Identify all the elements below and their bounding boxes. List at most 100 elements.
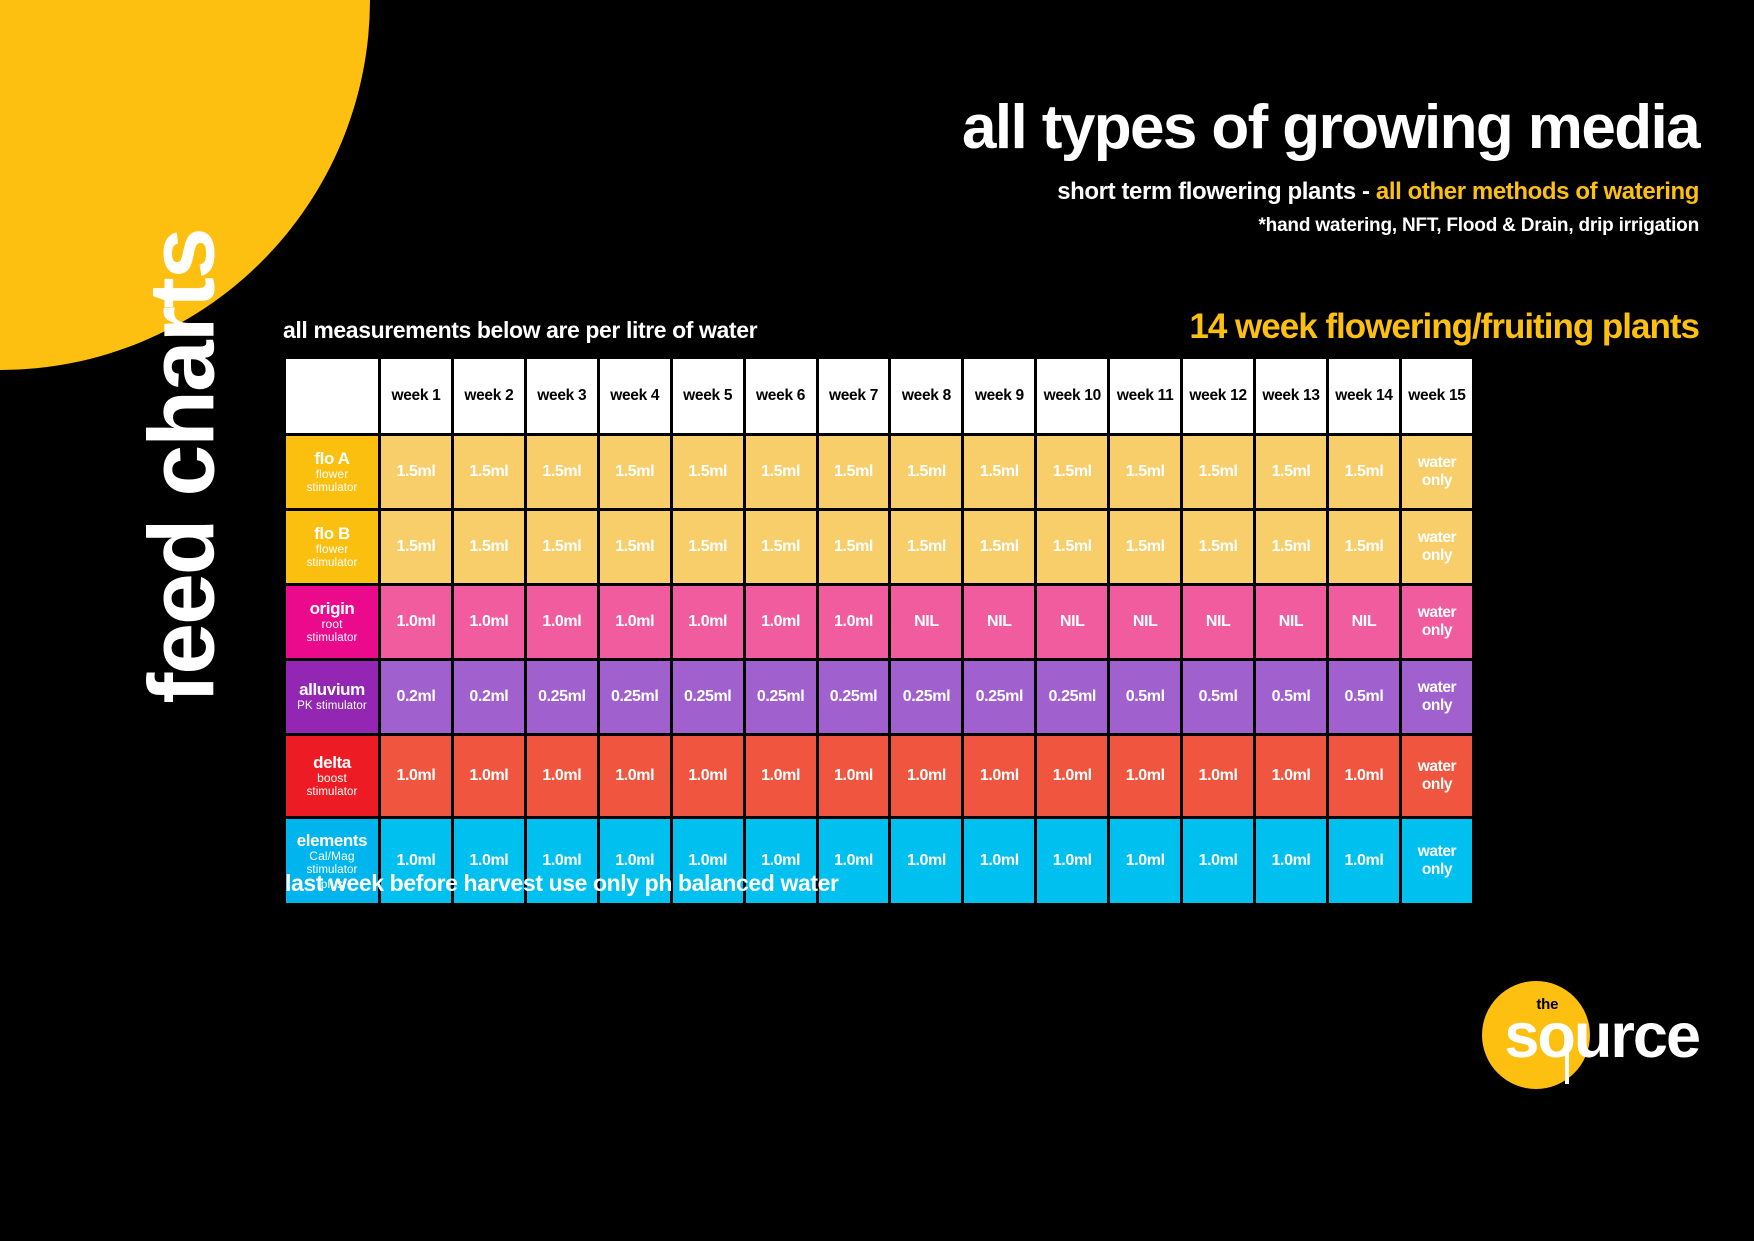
cell-flo-b-week-1: 1.5ml (381, 511, 451, 583)
row-label-sub2: stimulator (306, 786, 358, 799)
row-label-name: alluvium (299, 680, 365, 700)
feed-schedule-table: week 1 week 2 week 3 week 4 week 5 week 6 week… (283, 356, 1475, 906)
cell-flo-a-week-5: 1.5ml (672, 436, 743, 508)
cell-elements-week-12: 1.0ml (1183, 819, 1254, 903)
column-header-week-3: week 3 (526, 359, 597, 433)
cell-flo-a-week-1: 1.5ml (381, 436, 451, 508)
cell-alluvium-week-6: 0.25ml (745, 661, 816, 733)
logo-the-text: the (1536, 996, 1559, 1013)
cell-flo-b-week-14: 1.5ml (1328, 511, 1399, 583)
cell-flo-b-week-11: 1.5ml (1110, 511, 1181, 583)
cell-origin-week-4: 1.0ml (599, 586, 670, 658)
feed-table-wrapper: week 1 week 2 week 3 week 4 week 5 week 6 week… (283, 356, 1475, 906)
table-row: alluvium PK stimulator 0.2ml 0.2ml 0.25ml 0.2… (286, 661, 1472, 733)
table-row: delta boost stimulator 1.0ml 1.0ml 1.0ml 1.0ml… (286, 736, 1472, 816)
row-label-sub1: flower (315, 542, 349, 557)
row-label-sub1: flower (315, 467, 349, 482)
row-label-delta: delta boost stimulator (286, 736, 378, 816)
table-header-corner (286, 359, 378, 433)
cell-origin-week-5: 1.0ml (672, 586, 743, 658)
cell-origin-week-3: 1.0ml (526, 586, 597, 658)
cell-origin-week-8: NIL (891, 586, 962, 658)
row-label-alluvium: alluvium PK stimulator (286, 661, 378, 733)
cell-flo-b-week-9: 1.5ml (964, 511, 1035, 583)
cell-flo-b-week-5: 1.5ml (672, 511, 743, 583)
page-vertical-title: feed charts (129, 229, 234, 704)
cell-origin-week-10: NIL (1037, 586, 1108, 658)
cell-delta-week-9: 1.0ml (964, 736, 1035, 816)
row-label-sub1: boost (317, 771, 347, 786)
cell-elements-week-15: water only (1401, 819, 1472, 903)
cell-delta-week-13: 1.0ml (1256, 736, 1326, 816)
row-label-sub1: root (321, 617, 343, 632)
cell-delta-week-15: water only (1401, 736, 1472, 816)
cell-origin-week-1: 1.0ml (381, 586, 451, 658)
column-header-week-12: week 12 (1183, 359, 1254, 433)
cell-flo-a-week-12: 1.5ml (1183, 436, 1254, 508)
cell-origin-week-6: 1.0ml (745, 586, 816, 658)
cell-elements-week-8: 1.0ml (891, 819, 962, 903)
cell-alluvium-week-2: 0.2ml (453, 661, 524, 733)
cell-elements-week-5: 1.0ml (672, 819, 743, 903)
header-subtitle-accent: all other methods of watering (1375, 178, 1700, 206)
logo-tail-mark (1565, 1036, 1570, 1084)
column-header-week-1: week 1 (381, 359, 451, 433)
cell-delta-week-1: 1.0ml (381, 736, 451, 816)
column-header-week-14: week 14 (1328, 359, 1399, 433)
cell-origin-week-13: NIL (1256, 586, 1326, 658)
cell-flo-a-week-14: 1.5ml (1328, 436, 1399, 508)
cell-alluvium-week-14: 0.5ml (1328, 661, 1399, 733)
column-header-week-7: week 7 (818, 359, 889, 433)
cell-elements-week-14: 1.0ml (1328, 819, 1399, 903)
row-label-sub2: stimulator (306, 557, 358, 570)
brand-logo: the source (1482, 981, 1701, 1091)
column-header-week-11: week 11 (1110, 359, 1181, 433)
cell-flo-b-week-10: 1.5ml (1037, 511, 1108, 583)
cell-origin-week-9: NIL (964, 586, 1035, 658)
cell-origin-week-14: NIL (1328, 586, 1399, 658)
header-subtitle-white: short term flowering plants - (1057, 178, 1376, 206)
row-label-sub1: Cal/Mag (309, 849, 355, 864)
cell-delta-week-3: 1.0ml (526, 736, 597, 816)
cell-elements-week-10: 1.0ml (1037, 819, 1108, 903)
cell-elements-week-13: 1.0ml (1256, 819, 1326, 903)
logo-wordmark: source (1504, 1001, 1701, 1071)
cell-flo-b-week-2: 1.5ml (453, 511, 524, 583)
cell-flo-a-week-3: 1.5ml (526, 436, 597, 508)
row-label-name: flo A (314, 448, 350, 468)
cell-alluvium-week-11: 0.5ml (1110, 661, 1181, 733)
column-header-week-2: week 2 (453, 359, 524, 433)
cell-flo-a-week-4: 1.5ml (599, 436, 670, 508)
header-block: all types of growing media short term fl… (599, 95, 1701, 237)
cell-flo-b-week-13: 1.5ml (1256, 511, 1326, 583)
cell-alluvium-week-4: 0.25ml (599, 661, 670, 733)
cell-alluvium-week-9: 0.25ml (964, 661, 1035, 733)
column-header-week-9: week 9 (964, 359, 1035, 433)
cell-delta-week-10: 1.0ml (1037, 736, 1108, 816)
weeks-title: 14 week flowering/fruiting plants (1189, 307, 1700, 346)
cell-alluvium-week-3: 0.25ml (526, 661, 597, 733)
bottom-note: last week before harvest use only ph bal… (285, 870, 839, 896)
cell-elements-week-11: 1.0ml (1110, 819, 1181, 903)
cell-delta-week-2: 1.0ml (453, 736, 524, 816)
cell-origin-week-11: NIL (1110, 586, 1181, 658)
cell-alluvium-week-1: 0.2ml (381, 661, 451, 733)
cell-flo-a-week-2: 1.5ml (453, 436, 524, 508)
cell-delta-week-8: 1.0ml (891, 736, 962, 816)
cell-alluvium-week-15: water only (1401, 661, 1472, 733)
cell-elements-week-4: 1.0ml (599, 819, 670, 903)
cell-flo-b-week-7: 1.5ml (818, 511, 889, 583)
cell-alluvium-week-13: 0.5ml (1256, 661, 1326, 733)
cell-alluvium-week-12: 0.5ml (1183, 661, 1254, 733)
column-header-week-10: week 10 (1037, 359, 1108, 433)
cell-flo-b-week-6: 1.5ml (745, 511, 816, 583)
column-header-week-13: week 13 (1256, 359, 1326, 433)
cell-delta-week-4: 1.0ml (599, 736, 670, 816)
cell-elements-week-7: 1.0ml (818, 819, 889, 903)
cell-origin-week-2: 1.0ml (453, 586, 524, 658)
row-label-name: flo B (314, 523, 350, 543)
header-subtitle: short term flowering plants - all other … (599, 178, 1699, 206)
